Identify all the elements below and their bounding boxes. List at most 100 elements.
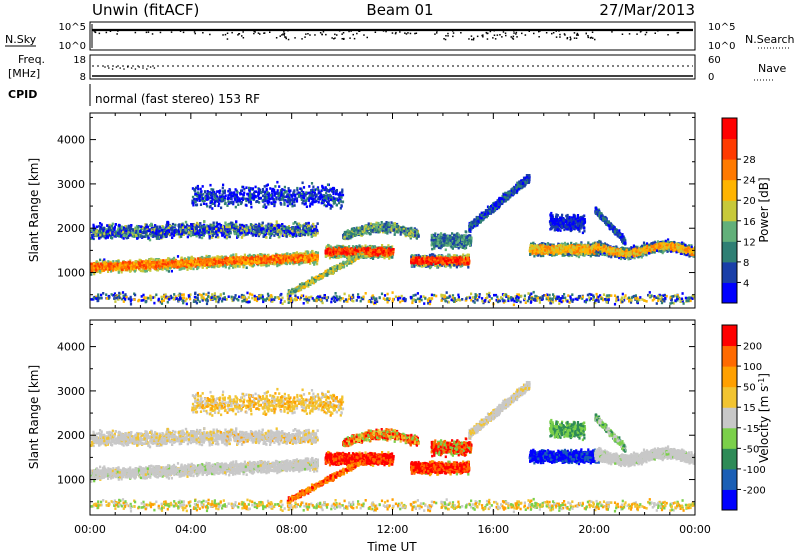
- heatmap-cell: [174, 223, 177, 227]
- heatmap-cell: [240, 236, 244, 239]
- heatmap-cell: [237, 259, 241, 263]
- heatmap-cell: [214, 264, 217, 267]
- nave-sample: [115, 66, 118, 68]
- heatmap-cell: [92, 231, 95, 234]
- heatmap-cell: [315, 256, 318, 260]
- heatmap-cell: [111, 262, 114, 266]
- heatmap-cell: [235, 256, 239, 259]
- heatmap-cell: [116, 263, 119, 267]
- heatmap-cell: [105, 262, 109, 266]
- heatmap-cell: [133, 265, 136, 268]
- heatmap-cell: [236, 262, 239, 266]
- heatmap-cell: [200, 236, 204, 240]
- heatmap-cell: [233, 224, 236, 228]
- heatmap-cell: [156, 268, 159, 272]
- heatmap-cell: [141, 235, 144, 239]
- heatmap-cell: [269, 232, 273, 236]
- heatmap-cell: [203, 264, 206, 267]
- heatmap-cell: [189, 263, 192, 267]
- heatmap-cell: [239, 226, 242, 230]
- heatmap-cell: [122, 237, 125, 240]
- nsky-sample: [485, 31, 488, 34]
- heatmap-cell: [181, 264, 184, 267]
- nsky-sample: [259, 33, 261, 35]
- heatmap-cell: [257, 257, 260, 261]
- heatmap-cell: [183, 265, 186, 269]
- heatmap-cell: [242, 233, 245, 237]
- heatmap-cell: [149, 232, 152, 236]
- nsky-sample: [331, 37, 333, 39]
- heatmap-cell: [95, 225, 98, 229]
- heatmap-cell: [155, 261, 158, 264]
- nsky-tick-low: 10^0: [59, 41, 86, 52]
- heatmap-cell: [307, 260, 310, 263]
- heatmap-cell: [255, 261, 258, 264]
- nsky-sample: [493, 30, 495, 32]
- heatmap-cell: [273, 262, 276, 266]
- heatmap-cell: [149, 224, 152, 227]
- nsky-sample: [145, 31, 148, 34]
- nsky-sample: [338, 30, 341, 32]
- nsky-sample: [452, 35, 454, 38]
- heatmap-cell: [143, 230, 146, 234]
- heatmap-cell: [109, 265, 113, 269]
- heatmap-cell: [176, 266, 179, 269]
- heatmap-cell: [116, 265, 119, 269]
- nsky-sample: [366, 36, 368, 39]
- nave-tick-high: 60: [708, 55, 721, 66]
- nsky-sample: [589, 37, 592, 39]
- heatmap-cell: [137, 226, 140, 229]
- nsky-sample: [283, 34, 285, 36]
- heatmap-cell: [193, 263, 196, 267]
- heatmap-cell: [217, 261, 221, 264]
- nsky-sample: [590, 36, 593, 39]
- heatmap-cell: [193, 223, 196, 227]
- heatmap-cell: [236, 260, 239, 263]
- heatmap-cell: [226, 230, 229, 234]
- heatmap-cell: [235, 253, 238, 256]
- heatmap-cell: [224, 221, 227, 225]
- nsky-sample: [226, 38, 229, 40]
- heatmap-cell: [148, 266, 152, 270]
- nsky-sample: [325, 33, 327, 36]
- nsky-sample: [237, 34, 239, 36]
- heatmap-cell: [180, 267, 183, 271]
- nsky-sample: [559, 36, 561, 38]
- heatmap-cell: [150, 257, 153, 261]
- freq-label: Freq.: [18, 53, 45, 66]
- heatmap-cell: [199, 203, 203, 206]
- heatmap-cell: [292, 252, 295, 255]
- heatmap-cell: [213, 258, 216, 261]
- heatmap-cell: [188, 266, 191, 270]
- heatmap-cell: [194, 265, 197, 268]
- nave-sample: [153, 67, 156, 69]
- heatmap-cell: [228, 225, 232, 229]
- heatmap-cell: [137, 265, 140, 268]
- heatmap-cell: [140, 260, 143, 263]
- heatmap-cell: [188, 260, 191, 263]
- heatmap-cell: [111, 233, 114, 236]
- heatmap-cell: [176, 262, 179, 266]
- heatmap-cell: [213, 265, 216, 268]
- heatmap-cell: [267, 253, 270, 257]
- heatmap-cell: [234, 257, 237, 261]
- heatmap-cell: [293, 261, 296, 264]
- heatmap-cell: [245, 229, 249, 232]
- heatmap-cell: [286, 230, 289, 233]
- heatmap-cell: [147, 263, 150, 266]
- heatmap-cell: [188, 264, 191, 268]
- heatmap-cell: [221, 256, 224, 259]
- nsky-sample: [242, 37, 245, 39]
- nsky-sample: [621, 33, 624, 35]
- heatmap-cell: [101, 234, 104, 238]
- heatmap-cell: [125, 268, 128, 272]
- nsky-sample: [677, 31, 680, 34]
- heatmap-cell: [125, 263, 128, 267]
- heatmap-cell: [205, 263, 208, 266]
- heatmap-cell: [175, 260, 179, 263]
- heatmap-cell: [151, 263, 154, 267]
- heatmap-cell: [118, 223, 121, 227]
- heatmap-cell: [248, 262, 251, 266]
- heatmap-cell: [201, 258, 204, 262]
- heatmap-cell: [203, 258, 206, 262]
